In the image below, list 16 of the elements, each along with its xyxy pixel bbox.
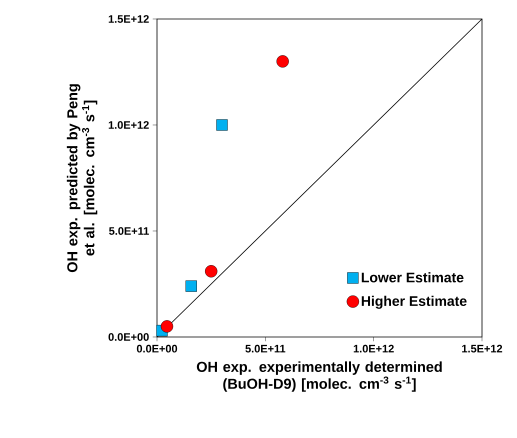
point [160, 320, 174, 333]
legend-label: Higher Estimate [362, 296, 467, 309]
y-tick-label: 1.5E+12 [108, 15, 149, 23]
point [276, 55, 289, 68]
point [204, 265, 218, 278]
x-tick-label: 1.5E+12 [462, 344, 502, 353]
x-tick-label: 0.0E+00 [136, 344, 178, 353]
y-tick-label: 5.0E+11 [109, 227, 149, 235]
legend-label: Lower Estimate [362, 272, 464, 282]
y-tick-label: 0.0E+00 [108, 333, 149, 341]
x-tick-label: 1.0E+12 [354, 344, 394, 353]
x-axis-title: OH exp. experimentally determined (BuOH-D9) [molec. cm$^{-3}$ s$^{-1}$] [196, 361, 442, 392]
point [186, 280, 197, 292]
x-tick-label: 5.0E+11 [245, 344, 286, 353]
y-tick-label: 1.0E+12 [108, 121, 149, 129]
point [216, 119, 228, 131]
